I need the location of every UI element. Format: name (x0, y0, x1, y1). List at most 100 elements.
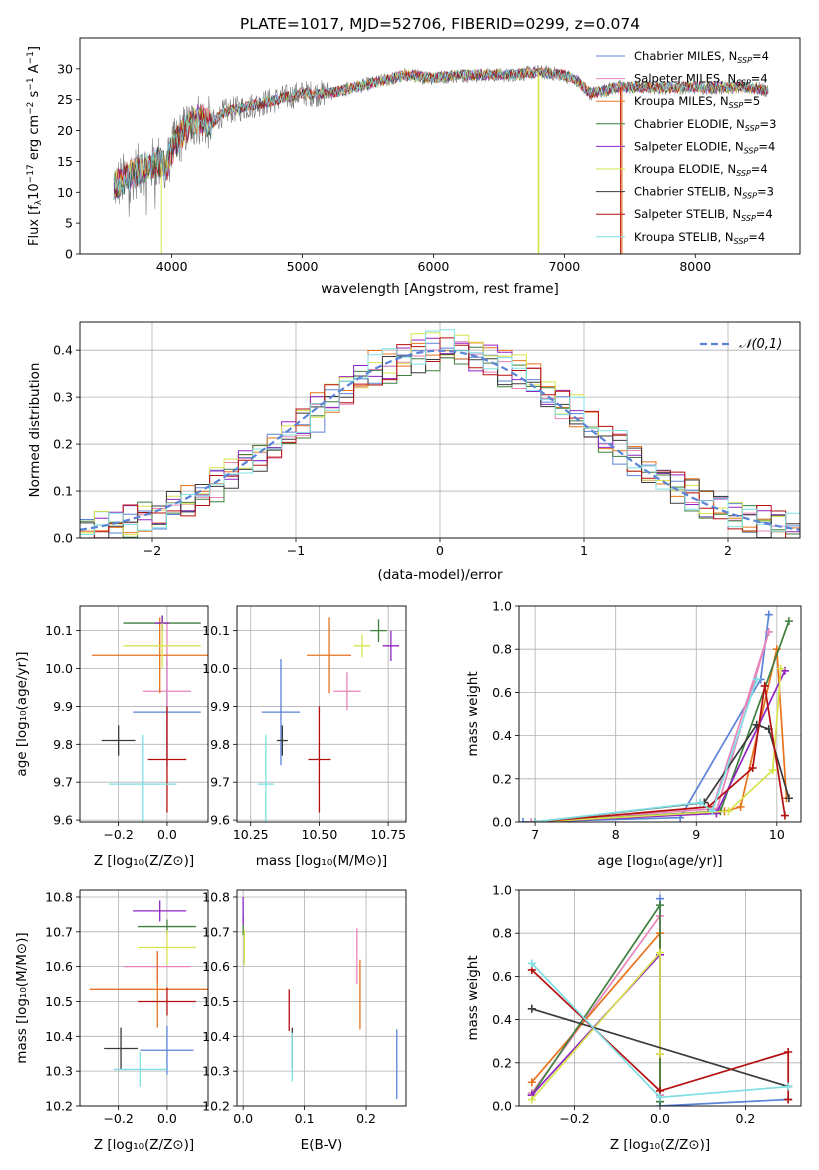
x-tick-label: 0.0 (233, 1111, 253, 1126)
y-tick-label: 10.7 (202, 924, 230, 939)
plot-area (113, 64, 769, 254)
x-tick-label: 6000 (418, 259, 450, 274)
model-spectrum-chabrier-stelib (113, 68, 769, 199)
age-vs-mass-panel: 10.25 10.50 10.75 9.6 9.7 9.8 9.9 10.0 10.1 mass … (202, 605, 407, 869)
x-tick-label: 0.2 (356, 1111, 376, 1126)
x-tick-label: 0.0 (157, 827, 177, 842)
x-tick-label: 1 (580, 543, 588, 558)
weight-marker (784, 1048, 793, 1056)
legend-label-salpeter-miles: Salpeter MILES, NSSP=4 (634, 72, 768, 88)
errorbar-salpeter-elodie (133, 900, 187, 922)
y-tick-label: 10.4 (45, 1029, 73, 1044)
y-tick-label: 20 (57, 123, 73, 138)
errorbar-chabrier-miles (140, 1025, 194, 1075)
errorbar-chabrier-stelib (276, 725, 288, 756)
mass-vs-metallicity-panel: −0.2 0.0 10.2 10.3 10.4 10.5 10.6 10.7 10.8 Z [lo… (14, 889, 209, 1153)
weight-line-chabrier-elodie (535, 620, 790, 822)
plot-area (80, 329, 800, 538)
y-tick-label: 10.0 (45, 661, 73, 676)
errorbar-chabrier-elodie (370, 619, 387, 642)
y-tick-label: 15 (57, 154, 73, 169)
y-tick-label: 9.9 (210, 699, 230, 714)
axes-frame (79, 605, 209, 823)
y-tick-label: 0.8 (492, 926, 512, 941)
weight-marker (712, 809, 721, 818)
y-tick-label: 30 (57, 61, 73, 76)
histogram-kroupa-stelib (80, 329, 800, 535)
weight-marker (768, 766, 777, 775)
y-tick-label: 0.8 (492, 642, 512, 657)
y-tick-label: 10.3 (45, 1064, 73, 1079)
x-tick-label: −0.2 (103, 827, 133, 842)
x-tick-label: 8 (612, 827, 620, 842)
mass-weight-vs-age-panel: 7 8 9 10 0.0 0.2 0.4 0.6 0.8 1.0 age [log₁₀(age/yr… (465, 599, 802, 869)
y-tick-label: 1.0 (492, 883, 512, 898)
y-tick-label: 10.5 (202, 994, 230, 1009)
y-axis-label: age [log₁₀(age/yr)] (14, 651, 30, 776)
plot-area (257, 617, 400, 822)
x-axis-label: mass [log₁₀(M/M⊙)] (256, 853, 387, 869)
mass-weight-vs-metallicity-panel: −0.2 0.0 0.2 0.0 0.2 0.4 0.6 0.8 1.0 Z [log₁₀(Z/Z… (465, 883, 802, 1153)
axes-frame (79, 37, 801, 255)
legend-label-kroupa-elodie: Kroupa ELODIE, NSSP=4 (634, 162, 768, 178)
weight-line-kroupa-elodie (535, 668, 782, 822)
x-tick-label: 0.0 (157, 1111, 177, 1126)
x-tick-label: 2 (724, 543, 732, 558)
y-tick-label: 9.9 (53, 699, 73, 714)
y-tick-label: 0.2 (53, 437, 73, 452)
weight-marker (780, 666, 789, 675)
weight-marker (764, 610, 773, 619)
y-tick-label: 5 (65, 216, 73, 231)
model-spectrum-kroupa-elodie (113, 67, 769, 197)
y-tick-label: 10.1 (202, 623, 230, 638)
weight-marker (736, 802, 745, 811)
axes-frame (518, 605, 802, 823)
legend-label-chabrier-stelib: Chabrier STELIB, NSSP=3 (634, 185, 774, 201)
y-tick-label: 0.4 (492, 728, 512, 743)
legend-label-chabrier-elodie: Chabrier ELODIE, NSSP=3 (634, 117, 776, 133)
y-tick-label: 0.4 (492, 1012, 512, 1027)
weight-marker (527, 1078, 536, 1087)
y-tick-label: 10.3 (202, 1064, 230, 1079)
weight-marker (784, 1082, 793, 1091)
errorbar-salpeter-miles (333, 672, 361, 711)
weight-line-salpeter-miles (531, 913, 661, 1096)
x-tick-label: 0.1 (295, 1111, 315, 1126)
legend-label-salpeter-stelib: Salpeter STELIB, NSSP=4 (634, 207, 773, 223)
x-tick-label: 4000 (156, 259, 188, 274)
weight-line-chabrier-miles (522, 614, 770, 822)
errorbar-kroupa-stelib (257, 734, 275, 822)
weight-marker (776, 664, 785, 673)
y-tick-label: 25 (57, 92, 73, 107)
y-tick-label: 10.8 (202, 889, 230, 904)
x-tick-label: 7000 (548, 259, 580, 274)
x-tick-label: 0.2 (736, 1111, 756, 1126)
y-tick-label: 10 (57, 185, 73, 200)
y-tick-label: 10.2 (45, 1099, 73, 1114)
model-spectrum-kroupa-stelib (113, 68, 769, 194)
weight-marker (780, 811, 789, 820)
x-tick-label: 0 (436, 543, 444, 558)
plot-area (519, 610, 793, 822)
normal-distribution-curve (80, 349, 800, 531)
y-tick-label: 10.6 (45, 959, 73, 974)
legend-label-kroupa-stelib: Kroupa STELIB, NSSP=4 (634, 230, 765, 246)
y-axis-label: mass [log₁₀(M/M⊙)] (14, 932, 30, 1063)
weight-marker (708, 807, 717, 816)
x-axis-label: Z [log₁₀(Z/Z⊙)] (610, 1137, 710, 1153)
weight-marker (527, 959, 536, 968)
weight-marker (764, 627, 773, 636)
x-tick-label: 10 (769, 827, 785, 842)
x-axis-label: Z [log₁₀(Z/Z⊙)] (94, 853, 194, 869)
x-tick-label: 10.25 (233, 827, 269, 842)
weight-marker (760, 681, 769, 690)
y-tick-label: 0.6 (492, 685, 512, 700)
y-tick-label: 10.8 (45, 889, 73, 904)
weight-marker (656, 1093, 664, 1102)
x-axis-label: E(B-V) (301, 1137, 343, 1153)
y-tick-label: 0.6 (492, 969, 512, 984)
weight-marker (784, 1095, 793, 1104)
axes-frame (236, 605, 407, 823)
errorbar-kroupa-stelib (108, 734, 177, 822)
y-axis-label: mass weight (465, 955, 481, 1040)
